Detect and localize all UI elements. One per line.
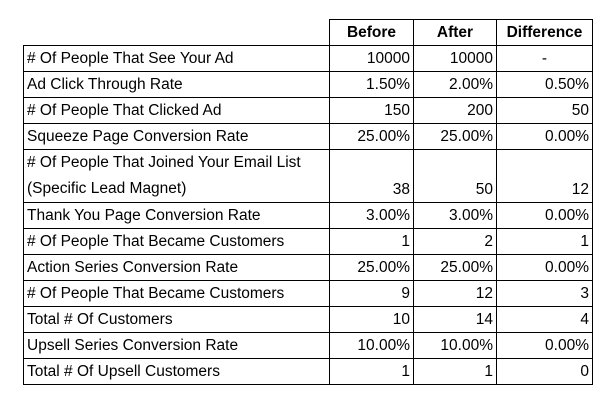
difference-value-cell[interactable]: 12 [496, 149, 593, 203]
before-value-cell[interactable]: 150 [329, 97, 414, 124]
row-label-text: Total # Of Customers [27, 311, 173, 328]
table-row: # Of People That Became Customers 1 2 1 [23, 228, 593, 255]
row-label-text: # Of People That See Your Ad [27, 50, 234, 67]
after-value-cell[interactable]: 2.00% [413, 71, 497, 98]
table-row: # Of People That Joined Your Email List (… [23, 149, 593, 203]
difference-value-cell[interactable]: 50 [496, 97, 593, 124]
row-label-text: Action Series Conversion Rate [27, 259, 239, 276]
row-label-text: # Of People That Became Customers [27, 233, 285, 250]
table-row: Upsell Series Conversion Rate 10.00% 10.00… [23, 332, 593, 359]
table-row: # Of People That See Your Ad 10000 10000- [23, 45, 593, 72]
difference-value-cell[interactable]: 0.00% [496, 254, 593, 281]
row-label-text: # Of People That Joined Your Email List [27, 154, 301, 171]
table-row: Total # Of Customers 10 14 4 [23, 306, 593, 333]
before-value-cell[interactable]: 1 [329, 228, 414, 255]
row-label-cell[interactable]: Total # Of Customers [23, 306, 330, 333]
difference-value-cell[interactable]: 3 [496, 280, 593, 307]
after-value-cell[interactable]: 10.00% [413, 332, 497, 359]
after-value-cell[interactable]: 25.00% [413, 123, 497, 150]
before-value-cell[interactable]: 1 [329, 358, 414, 385]
header-corner-cell[interactable] [23, 19, 330, 46]
row-label-cell[interactable]: Squeeze Page Conversion Rate [23, 123, 330, 150]
after-value-cell[interactable]: 10000 [413, 45, 497, 72]
row-label-text: Ad Click Through Rate [27, 76, 183, 93]
row-label-text: Squeeze Page Conversion Rate [27, 128, 249, 145]
row-label-text: # Of People That Clicked Ad [27, 102, 222, 119]
row-label-cell[interactable]: Ad Click Through Rate [23, 71, 330, 98]
after-value-cell[interactable]: 14 [413, 306, 497, 333]
after-value-cell[interactable]: 200 [413, 97, 497, 124]
table-row: Total # Of Upsell Customers 1 1 0 [23, 358, 593, 385]
row-label-cell[interactable]: # Of People That Joined Your Email List (… [23, 149, 330, 203]
before-value-cell[interactable]: 38 [329, 149, 414, 203]
before-value-cell[interactable]: 3.00% [329, 202, 414, 229]
row-label-text: # Of People That Became Customers [27, 285, 285, 302]
before-value-cell[interactable]: 1.50% [329, 71, 414, 98]
table-row: Action Series Conversion Rate 25.00% 25.00… [23, 254, 593, 281]
row-label-cell[interactable]: # Of People That Became Customers [23, 280, 330, 307]
difference-value-cell[interactable]: 0.00% [496, 202, 593, 229]
table-row: # Of People That Became Customers 9 12 3 [23, 280, 593, 307]
difference-value-cell[interactable]: 0.50% [496, 71, 593, 98]
header-row: Before After Difference [23, 19, 593, 46]
row-label-text: Total # Of Upsell Customers [27, 363, 220, 380]
row-label-cell[interactable]: Total # Of Upsell Customers [23, 358, 330, 385]
table-body: # Of People That See Your Ad 10000 10000- A… [23, 45, 593, 385]
difference-value-cell[interactable]: - [496, 45, 593, 72]
after-value-cell[interactable]: 2 [413, 228, 497, 255]
conversion-comparison-table: Before After Difference # Of People That… [23, 19, 593, 385]
before-value-cell[interactable]: 10000 [329, 45, 414, 72]
table-row: Ad Click Through Rate 1.50% 2.00% 0.50% [23, 71, 593, 98]
header-difference[interactable]: Difference [496, 19, 593, 46]
row-label-text: Upsell Series Conversion Rate [27, 337, 239, 354]
row-label-cell[interactable]: # Of People That Became Customers [23, 228, 330, 255]
table-row: # Of People That Clicked Ad 150 200 50 [23, 97, 593, 124]
row-label-text: (Specific Lead Magnet) [27, 180, 187, 197]
before-value-cell[interactable]: 25.00% [329, 123, 414, 150]
header-before[interactable]: Before [329, 19, 414, 46]
table-row: Squeeze Page Conversion Rate 25.00% 25.00%… [23, 123, 593, 150]
after-value-cell[interactable]: 12 [413, 280, 497, 307]
row-label-cell[interactable]: # Of People That See Your Ad [23, 45, 330, 72]
before-value-cell[interactable]: 25.00% [329, 254, 414, 281]
table-row: Thank You Page Conversion Rate 3.00% 3.00%… [23, 202, 593, 229]
difference-value-cell[interactable]: 1 [496, 228, 593, 255]
difference-value-cell[interactable]: 4 [496, 306, 593, 333]
row-label-cell[interactable]: # Of People That Clicked Ad [23, 97, 330, 124]
after-value-cell[interactable]: 3.00% [413, 202, 497, 229]
before-value-cell[interactable]: 9 [329, 280, 414, 307]
difference-value-cell[interactable]: 0.00% [496, 123, 593, 150]
row-label-cell[interactable]: Upsell Series Conversion Rate [23, 332, 330, 359]
row-label-cell[interactable]: Action Series Conversion Rate [23, 254, 330, 281]
after-value-cell[interactable]: 25.00% [413, 254, 497, 281]
row-label-text: Thank You Page Conversion Rate [27, 207, 261, 224]
before-value-cell[interactable]: 10 [329, 306, 414, 333]
difference-value-cell[interactable]: 0 [496, 358, 593, 385]
difference-value-cell[interactable]: 0.00% [496, 332, 593, 359]
after-value-cell[interactable]: 1 [413, 358, 497, 385]
row-label-cell[interactable]: Thank You Page Conversion Rate [23, 202, 330, 229]
after-value-cell[interactable]: 50 [413, 149, 497, 203]
before-value-cell[interactable]: 10.00% [329, 332, 414, 359]
header-after[interactable]: After [413, 19, 497, 46]
